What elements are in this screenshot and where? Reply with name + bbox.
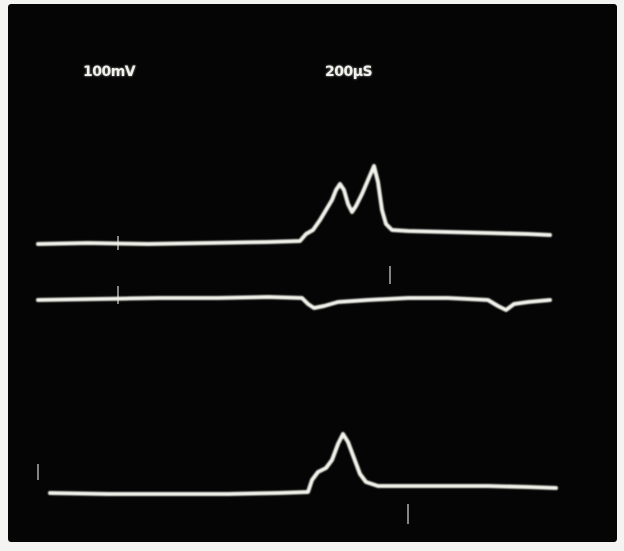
oscilloscope-screen: 100mV 200µS bbox=[8, 4, 617, 542]
volts-per-division-label: 100mV bbox=[83, 64, 136, 80]
lower-trace bbox=[48, 432, 558, 496]
time-per-division-label: 200µS bbox=[325, 64, 373, 80]
middle-trace bbox=[36, 295, 552, 312]
upper-trace bbox=[36, 164, 552, 246]
trace-display bbox=[36, 164, 558, 524]
